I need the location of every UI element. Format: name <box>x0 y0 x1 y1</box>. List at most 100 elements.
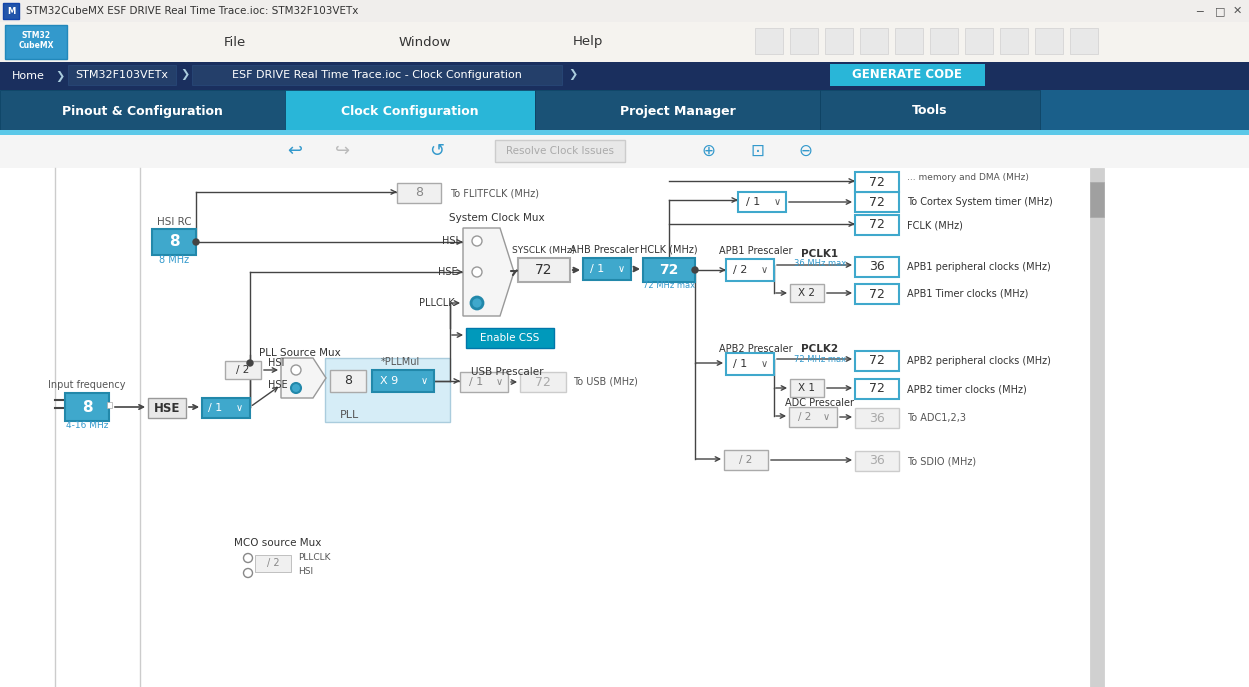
Text: GENERATE CODE: GENERATE CODE <box>852 69 962 82</box>
Text: Window: Window <box>398 36 451 49</box>
Bar <box>372 370 433 392</box>
Text: ESF DRIVE Real Time Trace.ioc - Clock Configuration: ESF DRIVE Real Time Trace.ioc - Clock Co… <box>232 70 522 80</box>
Bar <box>2 3 19 19</box>
Text: 72: 72 <box>869 196 886 208</box>
Text: HSI: HSI <box>269 358 285 368</box>
Text: APB1 peripheral clocks (MHz): APB1 peripheral clocks (MHz) <box>907 262 1050 272</box>
Text: AHB Prescaler: AHB Prescaler <box>570 245 638 255</box>
Bar <box>931 28 958 54</box>
Text: 8 MHz: 8 MHz <box>159 255 189 265</box>
Bar <box>1090 168 1104 687</box>
Text: System Clock Mux: System Clock Mux <box>450 213 545 223</box>
Text: / 2: / 2 <box>267 558 280 568</box>
Text: / 1: / 1 <box>746 197 761 207</box>
Text: / 2: / 2 <box>739 455 753 465</box>
Text: File: File <box>224 36 246 49</box>
Bar <box>856 215 899 235</box>
Text: PLLCLK: PLLCLK <box>299 552 331 561</box>
Text: ∨: ∨ <box>421 376 427 386</box>
Text: ∨: ∨ <box>236 403 242 413</box>
Text: 72 MHz max: 72 MHz max <box>643 280 694 289</box>
Text: / 1: / 1 <box>733 359 747 369</box>
Text: HCLK (MHz): HCLK (MHz) <box>641 245 698 255</box>
Bar <box>325 358 450 422</box>
Text: CubeMX: CubeMX <box>19 41 54 49</box>
Text: M: M <box>7 6 15 16</box>
Text: PCLK1: PCLK1 <box>802 249 838 259</box>
Bar <box>397 183 441 203</box>
Circle shape <box>692 267 698 273</box>
Text: To SDIO (MHz): To SDIO (MHz) <box>907 456 977 466</box>
Bar <box>1000 28 1028 54</box>
Bar <box>965 28 993 54</box>
Bar <box>856 192 899 212</box>
Bar <box>495 140 624 162</box>
Text: 8: 8 <box>81 400 92 414</box>
Bar <box>726 353 774 375</box>
Bar <box>192 65 562 85</box>
Text: APB1 Prescaler: APB1 Prescaler <box>719 246 793 256</box>
Text: ❯: ❯ <box>180 69 190 80</box>
Circle shape <box>472 267 482 277</box>
Text: ❯: ❯ <box>568 69 578 80</box>
Text: STM32: STM32 <box>21 30 50 39</box>
Text: ❯: ❯ <box>55 71 65 82</box>
Text: ⊡: ⊡ <box>751 142 764 160</box>
Text: To Cortex System timer (MHz): To Cortex System timer (MHz) <box>907 197 1053 207</box>
Text: / 2: / 2 <box>733 265 747 275</box>
Text: Tools: Tools <box>912 104 948 117</box>
Bar <box>152 229 196 255</box>
Bar <box>856 284 899 304</box>
Text: Resolve Clock Issues: Resolve Clock Issues <box>506 146 615 156</box>
Bar <box>1090 182 1104 217</box>
Circle shape <box>194 239 199 245</box>
Circle shape <box>291 365 301 375</box>
Bar <box>856 451 899 471</box>
Text: HSI: HSI <box>299 567 313 576</box>
Bar <box>856 172 899 192</box>
Text: PLL Source Mux: PLL Source Mux <box>259 348 341 358</box>
Bar <box>0 135 1249 168</box>
Text: ↩: ↩ <box>287 142 302 160</box>
Bar <box>726 259 774 281</box>
Bar <box>738 192 786 212</box>
Bar <box>225 361 261 379</box>
Text: 4-16 MHz: 4-16 MHz <box>66 420 109 429</box>
Text: Home: Home <box>11 71 45 81</box>
Text: HSI: HSI <box>442 236 458 246</box>
Bar <box>826 28 853 54</box>
Circle shape <box>472 236 482 246</box>
Bar <box>791 379 824 397</box>
Text: MCO source Mux: MCO source Mux <box>235 538 322 548</box>
Text: ∨: ∨ <box>496 377 502 387</box>
Text: To USB (MHz): To USB (MHz) <box>573 377 638 387</box>
Text: ⊖: ⊖ <box>798 142 812 160</box>
Text: PLLCLK: PLLCLK <box>420 298 455 308</box>
Text: ∨: ∨ <box>822 412 829 422</box>
Text: HSI RC: HSI RC <box>156 217 191 227</box>
Text: X 2: X 2 <box>798 288 816 298</box>
Bar <box>583 258 631 280</box>
Bar <box>460 372 508 392</box>
Bar <box>856 379 899 399</box>
Bar <box>791 28 818 54</box>
Circle shape <box>471 297 483 309</box>
Bar <box>147 398 186 418</box>
Text: ↺: ↺ <box>430 142 445 160</box>
Text: Help: Help <box>573 36 603 49</box>
Polygon shape <box>463 228 515 316</box>
Text: ∨: ∨ <box>617 264 624 274</box>
Text: Enable CSS: Enable CSS <box>481 333 540 343</box>
Text: 36: 36 <box>869 455 884 467</box>
Bar <box>535 90 821 130</box>
Text: / 2: / 2 <box>236 365 250 375</box>
Text: 72: 72 <box>869 383 886 396</box>
Text: To ADC1,2,3: To ADC1,2,3 <box>907 413 965 423</box>
Polygon shape <box>281 358 326 398</box>
Text: Clock Configuration: Clock Configuration <box>341 104 478 117</box>
Text: 72: 72 <box>869 287 886 300</box>
Bar <box>65 393 109 421</box>
Text: HSE: HSE <box>438 267 458 277</box>
Text: 72: 72 <box>869 354 886 368</box>
Text: USB Prescaler: USB Prescaler <box>471 367 543 377</box>
